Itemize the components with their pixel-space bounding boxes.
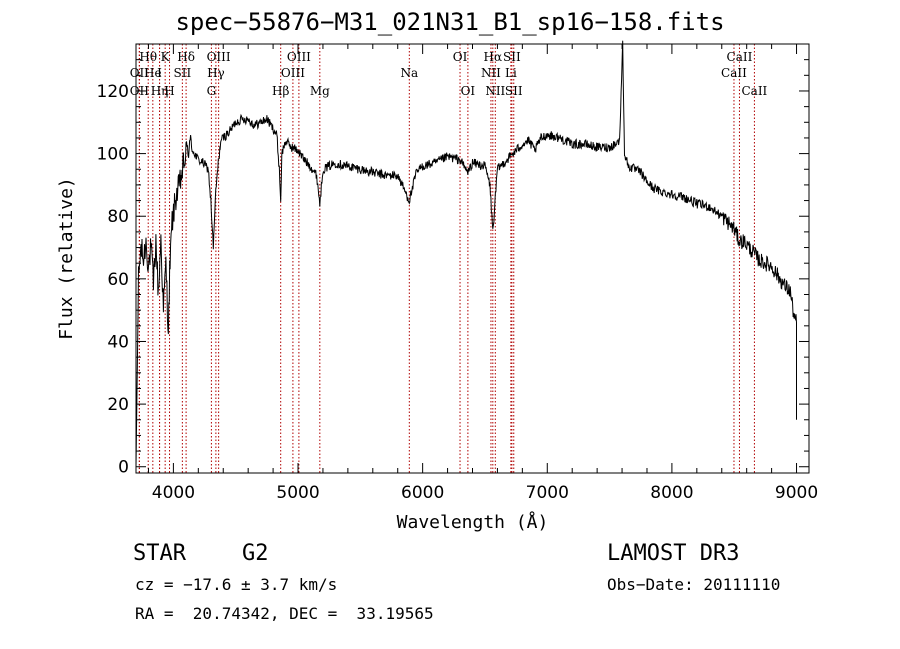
object-class: STAR <box>133 541 186 566</box>
line-label-17: Na <box>400 66 418 80</box>
line-label-7: H <box>164 84 174 98</box>
line-label-25: SII <box>505 84 523 98</box>
x-tick-label-4000: 4000 <box>152 483 195 503</box>
obs-date: Obs−Date: 20111110 <box>607 575 781 594</box>
chart-title: spec−55876−M31_021N31_B1_sp16−158.fits <box>175 8 725 36</box>
object-subclass: G2 <box>242 541 269 566</box>
x-tick-label-9000: 9000 <box>775 483 818 503</box>
coordinates-text: RA = 20.74342, DEC = 33.19565 <box>135 604 434 623</box>
spectrum-series <box>135 40 797 467</box>
line-label-10: OIII <box>207 50 231 64</box>
y-tick-label-0: 0 <box>118 458 129 478</box>
line-label-24: NII <box>485 84 505 98</box>
line-label-16: Mg <box>310 84 330 98</box>
x-axis-label: Wavelength (Å) <box>397 511 549 533</box>
y-tick-label-80: 80 <box>107 207 129 227</box>
line-label-6: I <box>157 66 162 80</box>
line-label-13: OIII <box>287 50 311 64</box>
y-tick-label-40: 40 <box>107 332 129 352</box>
line-label-27: CaII <box>721 66 747 80</box>
line-label-12: G <box>207 84 217 98</box>
x-tick-label-5000: 5000 <box>276 483 319 503</box>
x-tick-label-6000: 6000 <box>401 483 444 503</box>
line-label-5: K <box>161 50 171 64</box>
line-label-9: Hδ <box>177 50 195 64</box>
line-label-4: Hη <box>151 84 169 98</box>
line-label-21: SII <box>503 50 521 64</box>
line-label-28: CaII <box>741 84 767 98</box>
line-label-1: OII <box>130 66 150 80</box>
line-label-20: Hα <box>484 50 503 64</box>
line-label-3: He <box>144 66 162 80</box>
line-label-11: Hγ <box>207 66 225 80</box>
y-tick-label-20: 20 <box>107 395 129 415</box>
y-tick-label-120: 120 <box>97 82 129 102</box>
line-label-8: SII <box>174 66 192 80</box>
line-label-23: Li <box>505 66 517 80</box>
x-tick-label-8000: 8000 <box>650 483 693 503</box>
y-tick-label-100: 100 <box>97 145 129 165</box>
line-label-2: OII <box>130 84 150 98</box>
line-label-18: OI <box>453 50 468 64</box>
line-label-19: OI <box>461 84 476 98</box>
line-label-22: NII <box>481 66 501 80</box>
line-label-26: CaII <box>727 50 753 64</box>
y-axis-label: Flux (relative) <box>56 177 77 340</box>
line-label-14: OIII <box>281 66 305 80</box>
y-tick-label-60: 60 <box>107 270 129 290</box>
plot-frame <box>135 43 810 474</box>
survey-name: LAMOST DR3 <box>607 541 740 566</box>
x-tick-label-7000: 7000 <box>526 483 569 503</box>
line-label-15: Hβ <box>272 84 289 98</box>
redshift-text: cz = −17.6 ± 3.7 km/s <box>135 575 338 594</box>
line-label-0: Hθ <box>139 50 157 64</box>
